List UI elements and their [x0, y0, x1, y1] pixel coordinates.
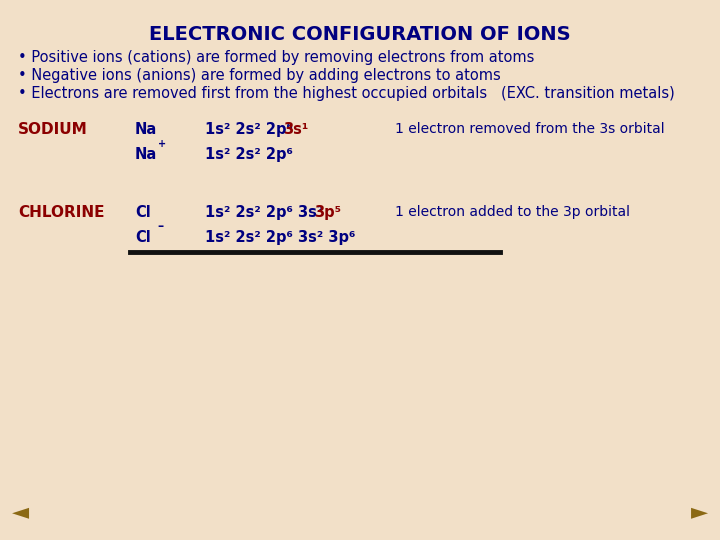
Text: 1s² 2s² 2p⁶: 1s² 2s² 2p⁶: [205, 147, 293, 162]
Text: 1s² 2s² 2p⁶ 3s²: 1s² 2s² 2p⁶ 3s²: [205, 205, 328, 220]
Text: • Negative ions (anions) are formed by adding electrons to atoms: • Negative ions (anions) are formed by a…: [18, 68, 500, 83]
Text: ◄: ◄: [12, 502, 29, 522]
Text: Cl: Cl: [135, 230, 150, 245]
Text: –: –: [157, 220, 163, 233]
Text: 3s¹: 3s¹: [283, 122, 308, 137]
Text: +: +: [158, 139, 166, 149]
Text: 1s² 2s² 2p⁶ 3s² 3p⁶: 1s² 2s² 2p⁶ 3s² 3p⁶: [205, 230, 356, 245]
Text: 1 electron removed from the 3s orbital: 1 electron removed from the 3s orbital: [395, 122, 665, 136]
Text: 1 electron added to the 3p orbital: 1 electron added to the 3p orbital: [395, 205, 630, 219]
Text: Na: Na: [135, 147, 157, 162]
Text: ELECTRONIC CONFIGURATION OF IONS: ELECTRONIC CONFIGURATION OF IONS: [149, 25, 571, 44]
Text: • Positive ions (cations) are formed by removing electrons from atoms: • Positive ions (cations) are formed by …: [18, 50, 534, 65]
Text: Cl: Cl: [135, 205, 150, 220]
Text: 3p⁵: 3p⁵: [314, 205, 341, 220]
Text: • Electrons are removed first from the highest occupied orbitals   (EXC. transit: • Electrons are removed first from the h…: [18, 86, 675, 101]
Text: 1s² 2s² 2p⁶: 1s² 2s² 2p⁶: [205, 122, 298, 137]
Text: ►: ►: [691, 502, 708, 522]
Text: SODIUM: SODIUM: [18, 122, 88, 137]
Text: CHLORINE: CHLORINE: [18, 205, 104, 220]
Text: Na: Na: [135, 122, 157, 137]
